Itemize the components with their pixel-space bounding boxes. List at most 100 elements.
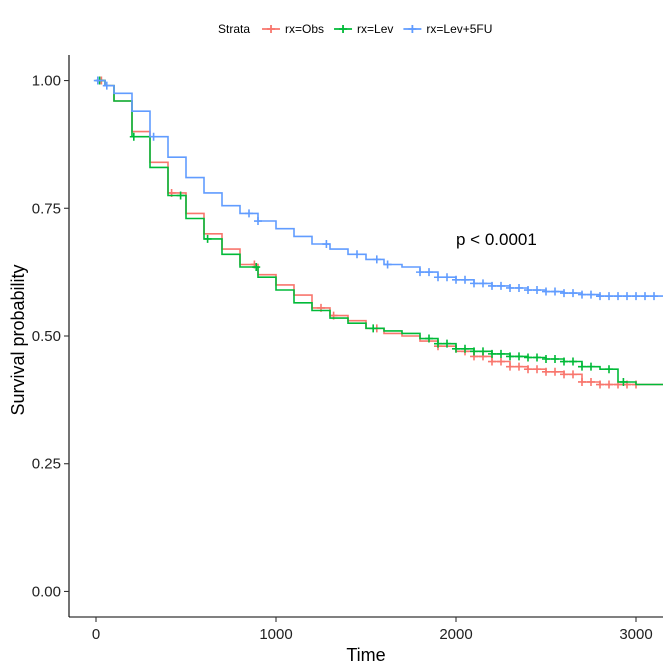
censor-mark: [506, 362, 514, 371]
censor-mark: [524, 365, 532, 374]
y-tick-label: 0.75: [32, 200, 61, 217]
x-tick-label: 2000: [439, 626, 472, 643]
x-tick-label: 0: [92, 626, 100, 643]
censor-mark: [470, 279, 478, 288]
censor-mark: [587, 290, 595, 299]
censor-mark: [623, 292, 631, 301]
censor-mark: [578, 377, 586, 386]
censor-mark: [425, 334, 433, 343]
survival-curve: [96, 79, 663, 386]
censor-mark: [596, 292, 604, 301]
series-rx-lev-5fu: [93, 76, 663, 301]
censor-mark: [524, 353, 532, 362]
x-tick-label: 3000: [619, 626, 652, 643]
censor-mark: [479, 279, 487, 288]
legend-label: rx=Lev: [357, 22, 393, 36]
censor-mark: [619, 377, 628, 386]
censor-mark: [425, 268, 433, 277]
censor-mark: [254, 217, 262, 226]
censor-mark: [551, 354, 559, 363]
censor-mark: [632, 292, 640, 301]
x-axis-title: Time: [346, 645, 385, 665]
censor-mark: [497, 357, 505, 366]
y-tick-label: 1.00: [32, 73, 61, 90]
legend-key-marker: [408, 25, 417, 33]
y-tick-label: 0.25: [32, 456, 61, 473]
censor-mark: [533, 353, 541, 362]
censor-mark: [434, 339, 442, 348]
censor-mark: [129, 132, 138, 141]
survival-curve: [96, 79, 663, 386]
censor-mark: [149, 132, 158, 141]
legend-key-marker: [339, 25, 348, 33]
censor-mark: [497, 281, 505, 290]
censor-mark: [533, 365, 541, 374]
censor-mark: [650, 292, 658, 301]
y-tick-label: 0.50: [32, 328, 61, 345]
censor-mark: [372, 255, 381, 264]
censor-mark: [524, 286, 532, 295]
censor-mark: [470, 347, 478, 356]
censor-mark: [452, 344, 460, 353]
censor-mark: [383, 260, 392, 269]
censor-mark: [542, 367, 550, 376]
censor-mark: [578, 290, 586, 299]
censor-mark: [551, 367, 559, 376]
legend-key-marker: [267, 25, 276, 33]
censor-mark: [416, 268, 424, 277]
legend: Strata rx=Obs rx=Lev rx=Lev+5FU: [218, 22, 492, 36]
censor-mark: [488, 281, 496, 290]
censor-mark: [443, 339, 451, 348]
y-axis-title: Survival probability: [8, 264, 28, 415]
legend-title: Strata: [218, 22, 250, 36]
censor-mark: [551, 287, 559, 296]
censor-mark: [542, 287, 550, 296]
legend-label: rx=Obs: [285, 22, 324, 36]
censor-mark: [605, 292, 613, 301]
censor-mark: [369, 324, 378, 333]
censor-mark: [506, 352, 514, 361]
survival-curve: [96, 79, 663, 297]
censor-mark: [515, 283, 523, 292]
censor-mark: [605, 365, 613, 374]
series-rx-lev: [95, 76, 663, 386]
censor-mark: [569, 289, 577, 298]
censor-mark: [353, 250, 361, 259]
censor-mark: [93, 76, 102, 85]
censor-mark: [605, 380, 613, 389]
censor-mark: [596, 380, 604, 389]
censor-mark: [322, 240, 331, 249]
censor-mark: [461, 344, 469, 353]
censor-mark: [488, 357, 496, 366]
censor-mark: [641, 292, 649, 301]
censor-mark: [578, 362, 586, 371]
censor-mark: [542, 354, 550, 363]
y-tick-label: 0.00: [32, 583, 61, 600]
censor-mark: [515, 362, 523, 371]
p-value-annotation: p < 0.0001: [456, 230, 537, 249]
censor-mark: [203, 234, 212, 243]
censor-mark: [569, 357, 577, 366]
censor-mark: [461, 275, 469, 284]
censor-mark: [587, 377, 595, 386]
series-layer: [93, 76, 663, 389]
censor-mark: [560, 357, 568, 366]
censor-mark: [102, 81, 111, 90]
censor-mark: [479, 347, 487, 356]
censor-mark: [560, 289, 568, 298]
censor-mark: [245, 209, 253, 218]
censor-mark: [587, 362, 595, 371]
censor-mark: [506, 283, 514, 292]
censor-mark: [614, 292, 622, 301]
censor-mark: [533, 286, 541, 295]
censor-mark: [434, 273, 442, 282]
x-ticks: 0 1000 2000 3000: [92, 617, 653, 643]
censor-mark: [252, 263, 261, 272]
censor-mark: [515, 352, 523, 361]
censor-mark: [452, 275, 460, 284]
censor-mark: [569, 370, 577, 379]
censor-mark: [497, 349, 505, 358]
censor-mark: [176, 191, 185, 200]
series-rx-obs: [96, 76, 663, 389]
